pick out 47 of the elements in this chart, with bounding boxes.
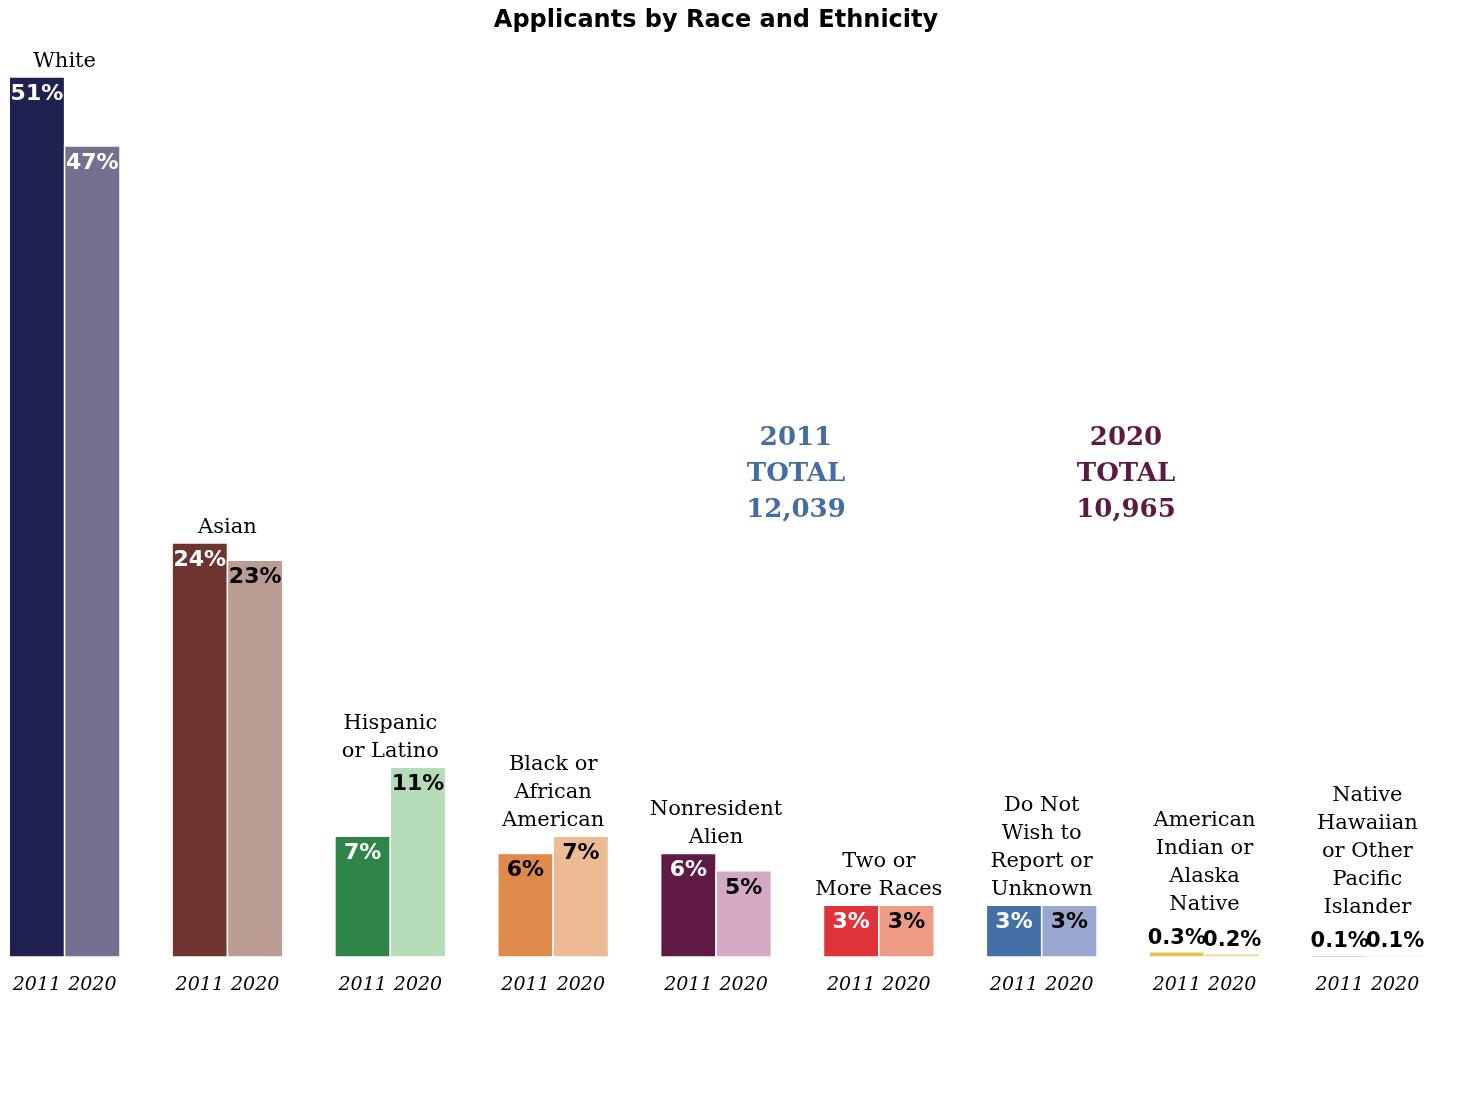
annotation: 2020 TOTAL 10,965: [1076, 421, 1176, 523]
x-tick-label: Two or More Races: [815, 848, 943, 901]
text: 2020: [393, 972, 443, 994]
data-label: 0.1%: [1310, 928, 1369, 953]
data-label: 24%: [173, 545, 227, 571]
x-tick-label: Asian: [197, 513, 257, 538]
x-tick-label: Nonresident Alien: [649, 796, 783, 849]
text: 2020: [1370, 972, 1420, 994]
text: 2020: [556, 972, 606, 994]
series-label: 2011: [11, 972, 62, 994]
text: 2020: [719, 972, 768, 994]
text: 2011: [664, 972, 713, 994]
series-label: 2020: [67, 972, 117, 994]
text: 2020: [882, 972, 931, 994]
data-label: 47%: [65, 149, 119, 175]
data-label: 51%: [10, 80, 64, 105]
text: 2020: [1208, 972, 1257, 994]
x-tick-label: White: [33, 48, 96, 72]
x-tick-label: Do Not Wish to Report or Unknown: [990, 792, 1094, 901]
text: 2011: [1152, 972, 1202, 994]
text: 2011: [175, 972, 224, 994]
x-tick-label: Native Hawaiian or Other Pacific Islander: [1316, 782, 1418, 919]
data-label: 7%: [562, 839, 600, 865]
text: 2011: [501, 972, 550, 994]
data-label: 7%: [343, 839, 382, 865]
data-label: 0.2%: [1203, 926, 1262, 951]
text: 2020: [230, 972, 280, 994]
data-label: 5%: [725, 873, 763, 899]
data-label: 3%: [832, 908, 870, 934]
data-label: 6%: [669, 856, 707, 882]
text: 2020: [1045, 972, 1094, 994]
data-label: 6%: [506, 856, 545, 882]
data-label: 23%: [228, 563, 282, 589]
x-tick-label: Black or African American: [501, 751, 605, 832]
data-label: 3%: [1050, 908, 1089, 934]
x-tick-label: American Indian or Alaska Native: [1152, 806, 1256, 915]
annotation: 2011 TOTAL 12,039: [746, 421, 846, 523]
text: 2011: [338, 972, 387, 994]
data-label: 11%: [391, 770, 445, 796]
text: 2011: [826, 972, 876, 994]
text: 2011: [1315, 972, 1364, 994]
data-label: 0.3%: [1147, 924, 1206, 949]
text: 2011: [989, 972, 1039, 994]
data-label: 3%: [995, 908, 1033, 934]
data-label: 3%: [887, 908, 926, 934]
chart-title: Applicants by Race and Ethnicity: [493, 5, 939, 33]
x-tick-label: Hispanic or Latino: [341, 710, 439, 763]
